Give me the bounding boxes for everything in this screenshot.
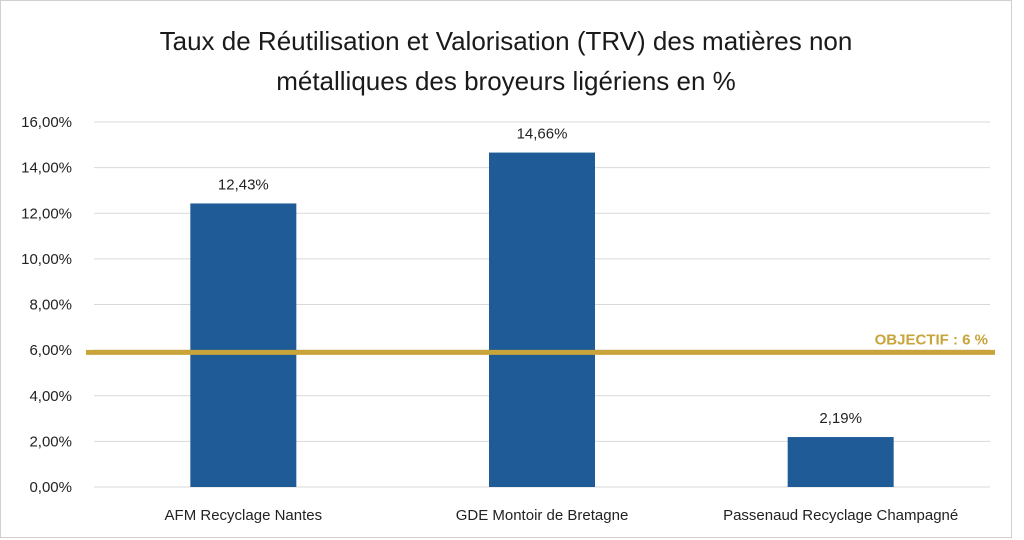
y-tick-label: 4,00%	[29, 388, 72, 405]
category-label: GDE Montoir de Bretagne	[456, 507, 629, 524]
y-axis-ticks: 0,00% 2,00% 4,00% 6,00% 8,00% 10,00% 12,00% 14,…	[21, 114, 72, 496]
data-labels: 12,43% 14,66% 2,19%	[218, 126, 862, 427]
category-label: Passenaud Recyclage Champagné	[723, 507, 958, 524]
target-line-group: OBJECTIF : 6 %	[86, 331, 995, 355]
category-label: AFM Recyclage Nantes	[165, 507, 323, 524]
y-tick-label: 6,00%	[29, 342, 72, 359]
y-tick-label: 2,00%	[29, 433, 72, 450]
bar-value-label: 14,66%	[517, 126, 568, 143]
bars	[190, 152, 894, 488]
y-tick-label: 12,00%	[21, 205, 72, 222]
bar	[190, 203, 297, 488]
y-tick-label: 0,00%	[29, 479, 72, 496]
chart-title-line-2: métalliques des broyeurs ligériens en %	[276, 66, 736, 96]
target-label: OBJECTIF : 6 %	[875, 331, 988, 348]
chart-title-line-1: Taux de Réutilisation et Valorisation (T…	[159, 26, 853, 56]
bar-value-label: 2,19%	[819, 410, 862, 427]
y-tick-label: 10,00%	[21, 251, 72, 268]
y-tick-label: 14,00%	[21, 160, 72, 177]
y-tick-label: 16,00%	[21, 114, 72, 131]
category-labels: AFM Recyclage Nantes GDE Montoir de Breta…	[165, 507, 959, 524]
bar-value-label: 12,43%	[218, 176, 269, 193]
y-tick-label: 8,00%	[29, 297, 72, 314]
bar	[489, 152, 595, 487]
bar	[787, 437, 894, 487]
